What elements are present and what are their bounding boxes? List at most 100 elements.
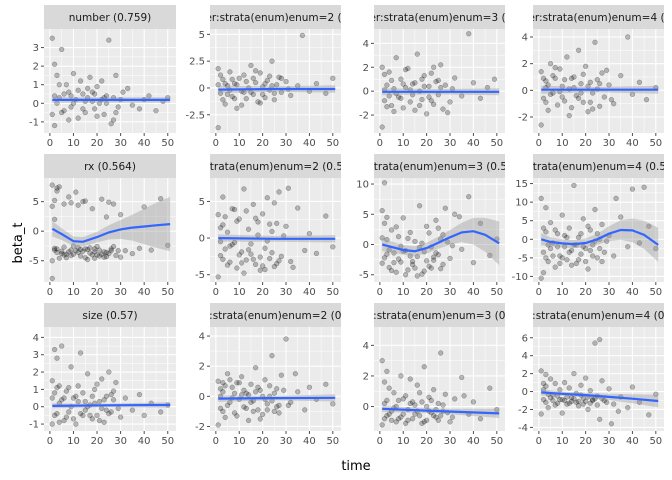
data-point xyxy=(466,194,472,200)
data-point xyxy=(573,399,579,405)
data-point xyxy=(224,262,231,268)
data-point xyxy=(561,397,568,404)
data-point xyxy=(302,407,308,413)
x-tick-label: 30 xyxy=(444,436,457,447)
data-point xyxy=(259,263,266,269)
data-point xyxy=(590,106,596,112)
data-point xyxy=(217,405,224,412)
data-point xyxy=(557,253,563,259)
x-tick-label: 20 xyxy=(256,287,269,298)
x-tick-label: 20 xyxy=(256,436,269,447)
x-tick-label: 30 xyxy=(444,287,457,298)
data-point xyxy=(442,205,448,211)
data-point xyxy=(381,416,388,422)
data-point xyxy=(412,265,418,271)
data-point xyxy=(405,417,411,423)
x-tick-label: 30 xyxy=(603,138,616,149)
data-point xyxy=(278,372,284,378)
data-point xyxy=(271,408,277,415)
data-point xyxy=(136,391,143,398)
data-point xyxy=(611,101,617,107)
facet-strip xyxy=(210,5,341,29)
data-point xyxy=(56,184,62,190)
data-point xyxy=(564,54,570,60)
panel-background xyxy=(44,178,176,282)
data-point xyxy=(122,395,128,401)
x-tick-label: 10 xyxy=(556,436,569,447)
data-point xyxy=(51,346,58,353)
data-point xyxy=(262,266,268,273)
data-point xyxy=(386,264,392,271)
data-point xyxy=(255,99,261,105)
data-point xyxy=(594,255,600,261)
data-point xyxy=(255,219,261,225)
data-point xyxy=(405,235,411,242)
x-tick-label: 10 xyxy=(397,436,410,447)
data-point xyxy=(227,243,233,249)
x-tick-label: 30 xyxy=(114,138,127,149)
data-point xyxy=(229,384,235,390)
data-point xyxy=(68,252,74,259)
data-point xyxy=(323,381,329,387)
data-point xyxy=(96,247,103,253)
data-point xyxy=(400,215,406,221)
data-point xyxy=(379,64,385,70)
data-point xyxy=(82,398,88,405)
data-point xyxy=(552,227,558,233)
data-point xyxy=(252,215,259,221)
data-point xyxy=(461,393,467,399)
data-point xyxy=(381,220,388,226)
data-point xyxy=(545,107,551,113)
y-tick-label: 0 xyxy=(363,240,369,251)
data-point xyxy=(252,68,259,74)
data-point xyxy=(92,106,98,112)
x-tick-label: 40 xyxy=(138,287,151,298)
loess-fit-line xyxy=(51,223,171,243)
data-point xyxy=(227,69,233,75)
data-point xyxy=(578,81,584,87)
x-tick-label: 30 xyxy=(280,138,293,149)
data-point xyxy=(592,39,598,45)
data-point xyxy=(323,213,329,219)
facet-panel: size (0.57) 0 10 20 30 40 50 -1 0 1 2 3 4 xyxy=(29,303,176,447)
data-point xyxy=(597,245,603,252)
x-tick-label: 20 xyxy=(256,138,269,149)
data-point xyxy=(129,250,136,257)
data-point xyxy=(575,403,582,409)
data-point xyxy=(49,203,55,210)
data-point xyxy=(381,180,388,186)
x-tick-label: 20 xyxy=(91,436,104,447)
loess-fit-line xyxy=(218,87,336,91)
x-tick-label: 0 xyxy=(47,436,53,447)
x-tick-label: 0 xyxy=(377,287,383,298)
data-point xyxy=(543,371,549,378)
panel-plot-area xyxy=(538,34,659,128)
data-point xyxy=(412,402,418,408)
facet-strip xyxy=(374,154,505,178)
data-point xyxy=(452,211,458,217)
data-point xyxy=(68,104,74,110)
x-tick-label: 10 xyxy=(556,287,569,298)
x-tick-label: 10 xyxy=(67,287,80,298)
data-point xyxy=(243,405,249,412)
data-point xyxy=(59,250,65,257)
y-tick-label: 0 xyxy=(33,99,39,110)
y-tick-label: 4 xyxy=(199,332,205,343)
data-point xyxy=(552,402,558,408)
data-point xyxy=(407,253,413,259)
data-point xyxy=(231,81,238,87)
data-point xyxy=(113,109,119,116)
x-tick-label: 20 xyxy=(579,436,592,447)
data-point xyxy=(236,75,242,81)
data-point xyxy=(641,184,647,190)
data-point xyxy=(545,405,551,411)
data-point xyxy=(643,97,650,103)
data-point xyxy=(96,417,103,424)
y-tick-label: 2 xyxy=(363,371,369,382)
data-point xyxy=(217,239,224,245)
data-point xyxy=(224,83,231,89)
data-point xyxy=(435,225,441,231)
data-point xyxy=(571,74,577,80)
x-tick-label: 10 xyxy=(67,138,80,149)
x-tick-label: 20 xyxy=(91,138,104,149)
